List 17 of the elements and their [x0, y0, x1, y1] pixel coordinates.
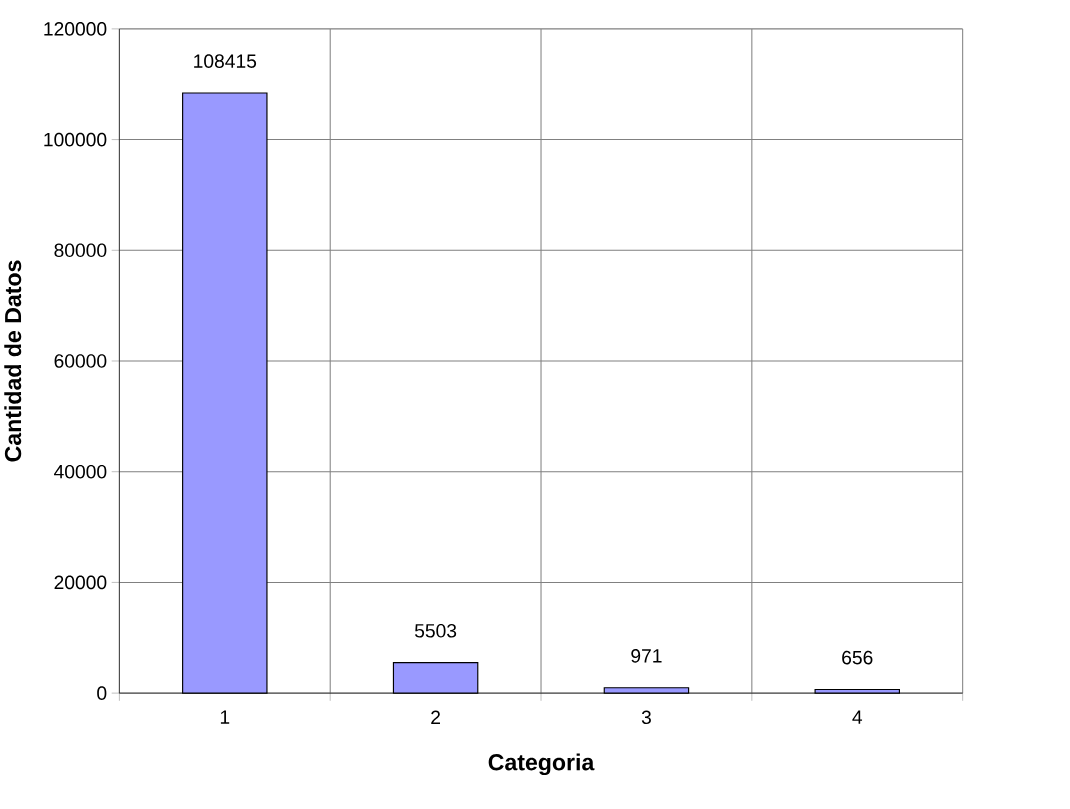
y-tick-label: 60000	[54, 354, 107, 368]
y-tick-label: 120000	[44, 22, 107, 36]
data-label: 656	[842, 650, 873, 665]
data-label: 5503	[414, 624, 457, 638]
y-tick-label: 20000	[54, 575, 107, 590]
y-tick-label: 0	[97, 686, 107, 701]
x-tick-label: 4	[852, 710, 863, 724]
data-label: 971	[631, 649, 662, 663]
y-tick-label: 100000	[44, 132, 107, 147]
x-tick-label: 3	[641, 710, 651, 725]
x-axis-title: Categoria	[488, 753, 595, 776]
y-axis-title: Cantidad de Datos	[4, 260, 22, 462]
x-tick-label: 2	[431, 710, 440, 725]
y-tick-label: 40000	[54, 465, 107, 479]
data-label: 108415	[194, 54, 257, 69]
x-tick-label: 1	[220, 710, 230, 724]
y-tick-label: 80000	[54, 243, 107, 258]
